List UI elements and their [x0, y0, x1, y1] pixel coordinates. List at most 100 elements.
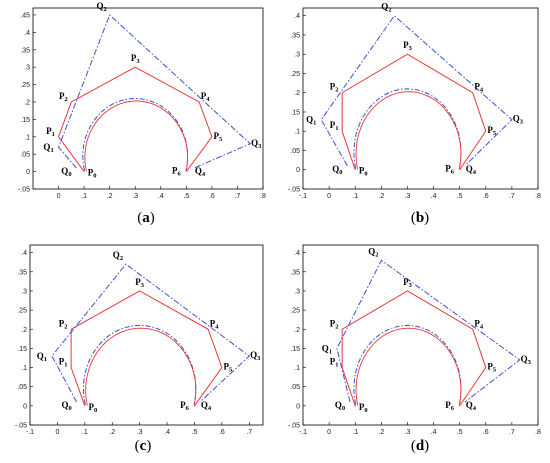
Q-point-label: Q3 [521, 354, 532, 366]
y-tick-label: -.05 [15, 423, 27, 430]
P-control-polygon [70, 290, 223, 407]
P-point-label: P3 [403, 40, 413, 52]
P-curve [355, 91, 462, 170]
P-point-label: P3 [403, 277, 413, 289]
Q-point-label: Q1 [43, 142, 53, 154]
y-tick-label: .3 [21, 288, 27, 295]
P-curve [84, 100, 189, 172]
plot-area [32, 7, 264, 190]
P-point-label: P6 [445, 400, 455, 412]
plot-area [302, 7, 539, 190]
y-tick-label: .2 [294, 90, 300, 97]
x-tick-label: .6 [483, 193, 489, 200]
x-tick-label: 0 [327, 429, 331, 436]
Q-control-polygon [57, 14, 252, 169]
y-tick-label: -.05 [288, 423, 300, 430]
Q-curve [353, 88, 462, 169]
y-tick-label: .2 [294, 327, 300, 334]
x-tick-label: .2 [109, 429, 115, 436]
y-tick-label: .15 [17, 346, 27, 353]
y-tick-label: 0 [23, 403, 27, 410]
P-point-label: P4 [201, 91, 211, 103]
x-tick-label: -.1 [299, 193, 307, 200]
Q-point-label: Q4 [466, 164, 477, 176]
y-tick-label: .3 [294, 288, 300, 295]
P-point-label: P5 [214, 131, 224, 143]
P-point-label: P3 [131, 53, 141, 65]
panel-c: -.1 0 .1 .2 .3 .4 .5 .6 .7 -.05 0 .05 .1 .15 .2 .25 .3 .3… [15, 244, 264, 454]
P-point-label: P0 [88, 168, 97, 180]
Q-point-label: Q1 [37, 351, 47, 363]
Q-point-label: Q3 [513, 114, 524, 126]
x-tick-label: .2 [378, 429, 384, 436]
P-point-label: P2 [330, 82, 339, 94]
P-point-label: P6 [180, 400, 190, 412]
x-tick-label: 0 [55, 429, 59, 436]
panel-b: -.1 0 .1 .2 .3 .4 .5 .6 .7 .8 -.05 0 .05 .1 .15 .2 .25 .3… [288, 2, 541, 226]
P-point-label: P6 [445, 164, 455, 176]
y-tick-label: .2 [24, 99, 30, 106]
x-tick-label: .5 [192, 429, 198, 436]
x-tick-label: .3 [137, 429, 143, 436]
Q-point-label: Q4 [201, 400, 212, 412]
y-tick-label: .35 [290, 32, 300, 39]
x-tick-label: .7 [246, 429, 252, 436]
y-tick-label: .4 [294, 13, 300, 20]
x-tick-label: .4 [158, 193, 164, 200]
P-point-label: P1 [330, 357, 339, 369]
x-tick-label: .6 [219, 429, 225, 436]
y-tick-label: .15 [290, 109, 300, 116]
y-tick-label: -.05 [288, 187, 300, 194]
y-tick-label: .4 [21, 250, 27, 257]
y-tick-label: .15 [290, 346, 300, 353]
x-tick-label: .4 [164, 429, 170, 436]
Q-point-label: Q1 [322, 343, 332, 355]
Q-point-label: Q3 [251, 138, 262, 150]
P-point-label: P0 [359, 402, 368, 414]
Q-point-label: Q2 [368, 246, 378, 258]
P-point-label: P4 [474, 82, 484, 94]
Q-point-label: Q1 [306, 115, 316, 127]
y-tick-label: 0 [296, 167, 300, 174]
panel-caption: (b) [411, 210, 429, 226]
y-tick-label: .25 [290, 308, 300, 315]
Q-point-label: Q0 [61, 400, 71, 412]
x-tick-label: .2 [107, 193, 113, 200]
Q-point-label: Q4 [195, 166, 206, 178]
plot-area [29, 244, 264, 426]
x-tick-label: .3 [132, 193, 138, 200]
y-tick-label: .2 [21, 327, 27, 334]
x-tick-label: 0 [57, 193, 61, 200]
panel-caption: (a) [137, 210, 155, 226]
x-tick-label: .3 [405, 193, 411, 200]
P-control-polygon [57, 66, 213, 172]
Q-point-label: Q2 [97, 1, 107, 13]
y-tick-label: .25 [20, 82, 30, 89]
Q-point-label: Q3 [250, 350, 261, 362]
x-tick-label: .1 [82, 429, 88, 436]
Q-point-label: Q0 [335, 400, 345, 412]
plot-area [302, 244, 539, 426]
Q-curve [353, 324, 462, 405]
P-point-label: P5 [224, 362, 234, 374]
Q-point-label: Q0 [332, 164, 342, 176]
y-tick-label: 0 [296, 403, 300, 410]
P-point-label: P5 [487, 362, 497, 374]
y-tick-label: .45 [20, 12, 30, 19]
Q-curve [82, 97, 189, 171]
P-control-polygon [341, 53, 487, 171]
x-tick-label: 0 [327, 193, 331, 200]
x-tick-label: .7 [509, 429, 515, 436]
x-tick-label: .1 [352, 193, 358, 200]
panel-d: -.1 0 .1 .2 .3 .4 .5 .6 .7 .8 -.05 0 .05 .1 .15 .2 .25 .3… [288, 244, 541, 454]
y-tick-label: .05 [290, 148, 300, 155]
P-point-label: P2 [59, 91, 68, 103]
P-control-polygon [341, 290, 487, 407]
x-tick-label: .4 [431, 193, 437, 200]
y-tick-label: .4 [294, 250, 300, 257]
y-tick-label: 0 [26, 169, 30, 176]
x-tick-label: .6 [483, 429, 489, 436]
y-tick-label: .4 [24, 30, 30, 37]
P-point-label: P2 [330, 318, 339, 330]
